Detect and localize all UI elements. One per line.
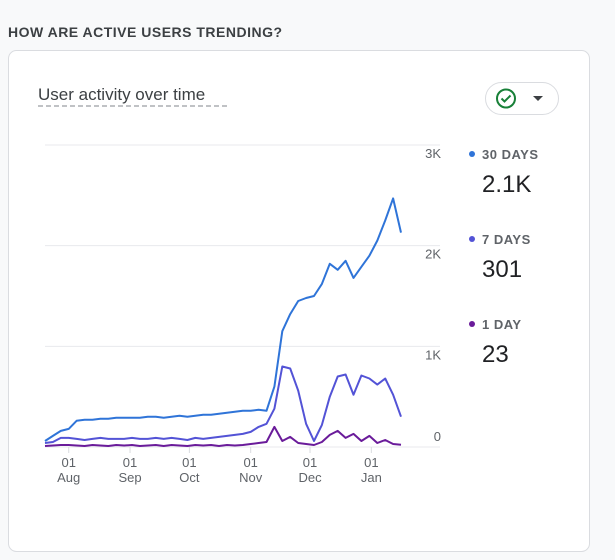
x-tick-label: 01 Nov (239, 455, 263, 485)
y-tick-label: 2K (425, 247, 441, 262)
legend-label: 1 DAY (482, 317, 522, 332)
check-mark (500, 94, 512, 103)
x-tick-label: 01 Dec (298, 455, 322, 485)
x-tick-label: 01 Aug (57, 455, 81, 485)
series-line (44, 365, 402, 444)
y-tick-label: 0 (434, 429, 441, 444)
legend-dot (469, 321, 475, 327)
legend-latest: 301 (482, 256, 522, 283)
legend-label: 30 DAYS (482, 147, 539, 162)
legend-latest: 23 (482, 341, 509, 368)
section-title: HOW ARE ACTIVE USERS TRENDING? (8, 24, 283, 40)
legend-label: 7 DAYS (482, 232, 531, 247)
y-tick-label: 1K (425, 347, 441, 362)
chart-title[interactable]: User activity over time (38, 85, 205, 104)
x-tick-label: 01 Oct (179, 455, 200, 485)
dropdown-arrow (533, 96, 543, 101)
legend-latest: 2.1K (482, 171, 531, 198)
legend-dot (469, 151, 475, 157)
series-line (44, 425, 402, 447)
series-line (44, 197, 402, 442)
legend-dot (469, 236, 475, 242)
check-icon (496, 88, 516, 109)
x-tick-label: 01 Jan (360, 455, 382, 485)
y-tick-label: 3K (425, 146, 441, 161)
x-tick-label: 01 Sep (118, 455, 142, 485)
